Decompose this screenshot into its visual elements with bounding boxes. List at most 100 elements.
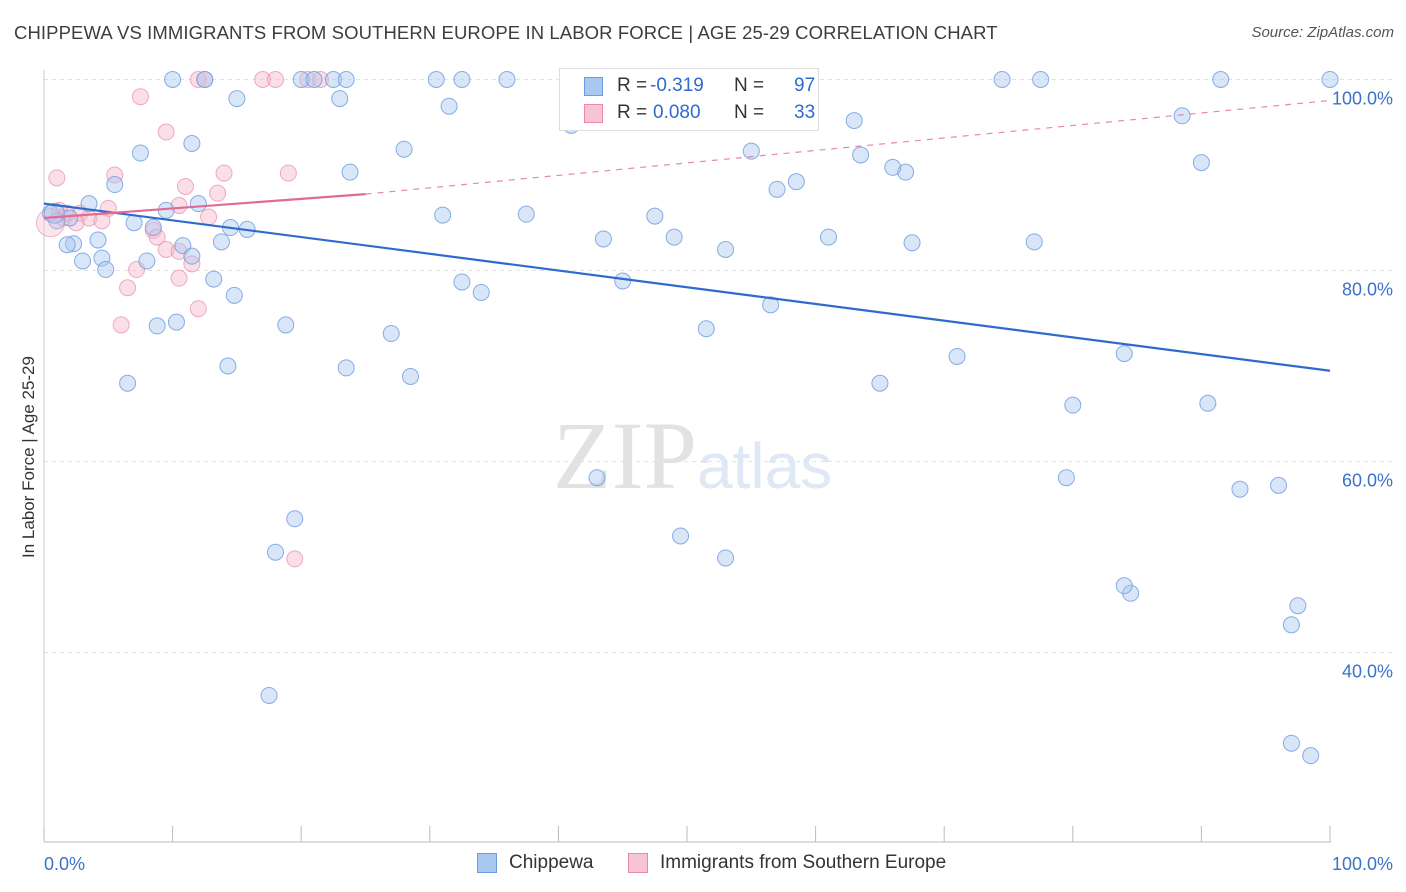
y-tick-label: 100.0% [1332, 89, 1393, 109]
chippewa-point [1032, 71, 1050, 88]
chippewa-point [453, 273, 471, 291]
chippewa-point [1199, 394, 1217, 412]
chippewa-point [1282, 734, 1300, 752]
chippewa-point [167, 313, 185, 331]
chippewa-point [1270, 476, 1288, 494]
chippewa-point [768, 180, 786, 198]
chippewa-point [517, 205, 535, 223]
chippewa-point [1289, 597, 1307, 615]
chippewa-point [897, 163, 915, 181]
chippewa-point [292, 71, 310, 88]
chippewa-point [93, 249, 111, 267]
immigrants-point [311, 71, 329, 88]
chippewa-point [260, 686, 278, 704]
chippewa-point [717, 549, 735, 567]
chippewa-point [762, 296, 780, 314]
chippewa-point [164, 71, 182, 88]
chippewa-point [119, 374, 137, 392]
chippewa-point [286, 510, 304, 528]
immigrants-point [176, 177, 194, 195]
chippewa-point [434, 206, 452, 224]
legend-label-chippewa: Chippewa [509, 852, 594, 873]
chippewa-point [144, 219, 162, 237]
chippewa-point [588, 469, 606, 487]
x-tick-label: 100.0% [1332, 854, 1393, 874]
chippewa-point [189, 195, 207, 213]
chippewa-point [672, 527, 690, 545]
chippewa-point [89, 231, 107, 249]
chippewa-point [212, 233, 230, 251]
chippewa-point [884, 158, 902, 176]
chippewa-point [1192, 154, 1210, 172]
immigrants-point [266, 71, 284, 88]
series-legend: Chippewa Immigrants from Southern Europe [0, 851, 1406, 879]
y-tick-label: 80.0% [1342, 280, 1393, 300]
chippewa-point [395, 140, 413, 158]
chippewa-point [498, 71, 516, 88]
chippewa-point [472, 283, 490, 301]
legend-label-immigrants: Immigrants from Southern Europe [660, 852, 947, 873]
chippewa-point [58, 236, 76, 254]
correlation-legend: R = -0.319 N = 97 R = 0.080 N = 33 [559, 68, 819, 131]
legend-swatch-chippewa [584, 77, 603, 96]
x-tick-label: 0.0% [44, 854, 85, 874]
chippewa-point [948, 347, 966, 365]
chippewa-point [1025, 233, 1043, 251]
immigrants-point [279, 164, 297, 182]
chippewa-point [277, 316, 295, 334]
chippewa-point [1057, 469, 1075, 487]
chippewa-point [871, 374, 889, 392]
immigrants-point [93, 212, 111, 230]
chippewa-point [1115, 577, 1133, 595]
legend-n-value: 97 [794, 75, 816, 96]
y-tick-label: 40.0% [1342, 662, 1393, 682]
chippewa-point [225, 286, 243, 304]
chippewa-point [903, 234, 921, 252]
immigrants-point [299, 71, 317, 88]
chippewa-point [205, 270, 223, 288]
chippewa-point [341, 163, 359, 181]
immigrants-point [200, 208, 218, 226]
chippewa-point [324, 71, 342, 88]
chart-title: CHIPPEWA VS IMMIGRANTS FROM SOUTHERN EUR… [14, 22, 998, 43]
chippewa-point [65, 235, 83, 253]
chippewa-point [427, 71, 445, 88]
legend-r-label: R = [617, 75, 648, 96]
chippewa-point [1321, 71, 1339, 88]
chippewa-point [665, 228, 683, 246]
chippewa-point [1173, 107, 1191, 125]
immigrants-point [48, 169, 66, 187]
immigrants-point [189, 300, 207, 318]
chippewa-point [614, 272, 632, 290]
chippewa-point [196, 71, 214, 88]
immigrants-point [215, 164, 233, 182]
immigrants-point [131, 88, 149, 106]
chippewa-point [337, 359, 355, 377]
immigrants-point [209, 184, 227, 202]
legend-swatch-immigrants [584, 104, 603, 123]
chippewa-point [337, 71, 355, 88]
chippewa-point [993, 71, 1011, 88]
chippewa-point [742, 142, 760, 160]
chippewa-point [131, 144, 149, 162]
legend-r-value: -0.319 [650, 75, 704, 96]
chippewa-point [1282, 616, 1300, 634]
chippewa-point [138, 252, 156, 270]
chippewa-point [1064, 396, 1082, 414]
immigrants-point [254, 71, 272, 88]
immigrants-trend-line [43, 193, 366, 220]
immigrants-point [170, 197, 188, 215]
chippewa-point [61, 209, 79, 227]
immigrants-point [189, 71, 207, 88]
immigrants-point [148, 228, 166, 246]
immigrants-point [112, 316, 130, 334]
legend-n-value: 33 [794, 102, 816, 123]
chippewa-point [402, 368, 420, 386]
legend-r-value: 0.080 [653, 102, 701, 123]
chippewa-point [845, 112, 863, 130]
chippewa-point [646, 207, 664, 225]
legend-n-label: N = [734, 102, 765, 123]
chippewa-point [453, 71, 471, 88]
y-axis-title: In Labor Force | Age 25-29 [19, 356, 38, 558]
